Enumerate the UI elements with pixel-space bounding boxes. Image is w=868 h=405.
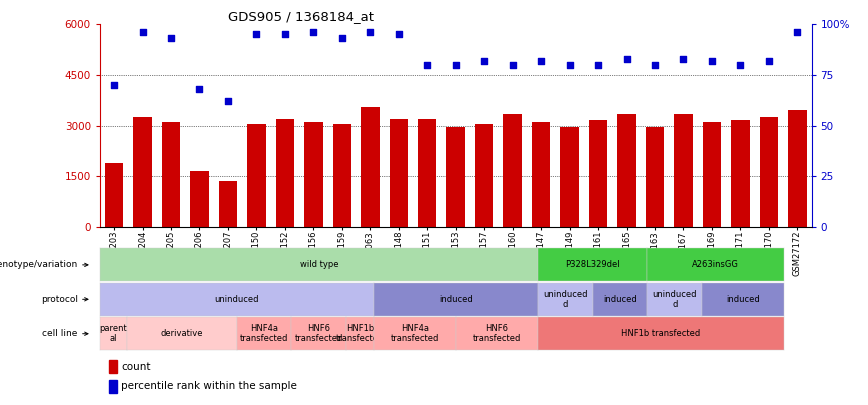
- Bar: [332, 124, 351, 227]
- Bar: [731, 121, 750, 227]
- Bar: [532, 122, 550, 227]
- Text: HNF4a
transfected: HNF4a transfected: [391, 324, 439, 343]
- Bar: [788, 111, 806, 227]
- Point: [107, 82, 121, 88]
- Point: [420, 62, 434, 68]
- Bar: [703, 122, 721, 227]
- Bar: [617, 114, 635, 227]
- Point: [733, 62, 747, 68]
- Text: cell line: cell line: [43, 329, 78, 338]
- Text: wild type: wild type: [299, 260, 338, 269]
- Point: [135, 29, 149, 36]
- Point: [620, 55, 634, 62]
- Point: [791, 29, 805, 36]
- Text: A263insGG: A263insGG: [693, 260, 740, 269]
- Text: HNF4a
transfected: HNF4a transfected: [240, 324, 288, 343]
- Point: [705, 58, 719, 64]
- Text: count: count: [121, 362, 150, 372]
- Point: [591, 62, 605, 68]
- Point: [648, 62, 662, 68]
- Text: GDS905 / 1368184_at: GDS905 / 1368184_at: [228, 10, 374, 23]
- Text: induced: induced: [439, 295, 472, 304]
- Bar: [219, 181, 237, 227]
- Bar: [190, 171, 208, 227]
- Point: [449, 62, 463, 68]
- Point: [762, 58, 776, 64]
- Bar: [475, 124, 493, 227]
- Text: P328L329del: P328L329del: [565, 260, 620, 269]
- Text: uninduced
d: uninduced d: [653, 290, 697, 309]
- Bar: [418, 119, 437, 227]
- Bar: [108, 360, 117, 373]
- Text: genotype/variation: genotype/variation: [0, 260, 78, 269]
- Text: HNF6
transfected: HNF6 transfected: [472, 324, 521, 343]
- Point: [534, 58, 548, 64]
- Text: induced: induced: [727, 295, 760, 304]
- Bar: [161, 122, 181, 227]
- Bar: [760, 117, 778, 227]
- Point: [193, 86, 207, 92]
- Point: [676, 55, 690, 62]
- Bar: [446, 127, 465, 227]
- Point: [306, 29, 320, 36]
- Point: [562, 62, 576, 68]
- Text: percentile rank within the sample: percentile rank within the sample: [121, 382, 297, 391]
- Bar: [247, 124, 266, 227]
- Point: [477, 58, 491, 64]
- Bar: [361, 107, 379, 227]
- Point: [278, 31, 292, 38]
- Text: uninduced: uninduced: [214, 295, 259, 304]
- Point: [221, 98, 235, 104]
- Point: [335, 35, 349, 42]
- Point: [391, 31, 405, 38]
- Bar: [646, 127, 664, 227]
- Text: derivative: derivative: [161, 329, 203, 338]
- Bar: [561, 127, 579, 227]
- Text: HNF1b transfected: HNF1b transfected: [621, 329, 700, 338]
- Text: HNF1b
transfected: HNF1b transfected: [336, 324, 384, 343]
- Text: HNF6
transfected: HNF6 transfected: [294, 324, 343, 343]
- Bar: [589, 121, 608, 227]
- Text: uninduced
d: uninduced d: [543, 290, 588, 309]
- Bar: [134, 117, 152, 227]
- Point: [364, 29, 378, 36]
- Bar: [503, 114, 522, 227]
- Point: [249, 31, 263, 38]
- Bar: [304, 122, 323, 227]
- Bar: [276, 119, 294, 227]
- Bar: [108, 380, 117, 393]
- Point: [506, 62, 520, 68]
- Text: protocol: protocol: [41, 295, 78, 304]
- Text: parent
al: parent al: [100, 324, 128, 343]
- Bar: [105, 163, 123, 227]
- Point: [164, 35, 178, 42]
- Bar: [390, 119, 408, 227]
- Bar: [674, 114, 693, 227]
- Text: induced: induced: [603, 295, 637, 304]
